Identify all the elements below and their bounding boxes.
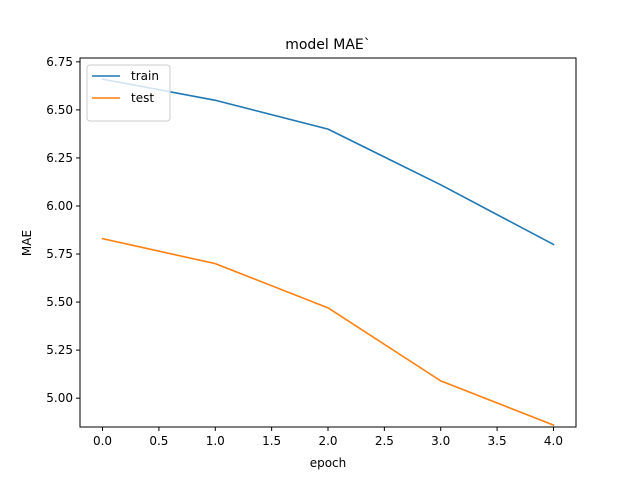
series-line-train xyxy=(101,78,555,246)
series-lines xyxy=(101,78,555,427)
axis-ticks: 0.0 0.5 1.0 1.5 2.0 2.5 3.0 3.5 4.0 5.00 5.25 5.50 5… xyxy=(46,55,563,448)
y-tick-label: 6.25 xyxy=(46,151,73,165)
legend-box xyxy=(86,64,171,122)
series-line-test xyxy=(101,237,555,427)
x-tick-label: 2.0 xyxy=(318,434,337,448)
plot-frame xyxy=(79,57,577,428)
chart-title: model MAE` xyxy=(285,37,371,53)
legend-label-train: train xyxy=(131,69,159,83)
x-tick-label: 0.0 xyxy=(93,434,112,448)
y-tick-label: 6.75 xyxy=(46,55,73,69)
x-tick-label: 0.5 xyxy=(149,434,168,448)
legend-label-test: test xyxy=(131,91,154,105)
x-tick-label: 1.5 xyxy=(262,434,281,448)
x-tick-label: 3.5 xyxy=(488,434,507,448)
y-tick-label: 5.25 xyxy=(46,343,73,357)
y-tick-label: 5.00 xyxy=(46,391,73,405)
x-tick-label: 2.5 xyxy=(375,434,394,448)
y-tick-label: 5.50 xyxy=(46,295,73,309)
x-tick-label: 3.0 xyxy=(431,434,450,448)
y-tick-label: 6.00 xyxy=(46,199,73,213)
x-axis-label: epoch xyxy=(310,456,347,470)
legend: train test xyxy=(86,64,171,122)
y-tick-label: 5.75 xyxy=(46,247,73,261)
x-tick-label: 4.0 xyxy=(544,434,563,448)
y-axis-label: MAE xyxy=(20,230,34,256)
y-tick-label: 6.50 xyxy=(46,103,73,117)
x-tick-label: 1.0 xyxy=(206,434,225,448)
